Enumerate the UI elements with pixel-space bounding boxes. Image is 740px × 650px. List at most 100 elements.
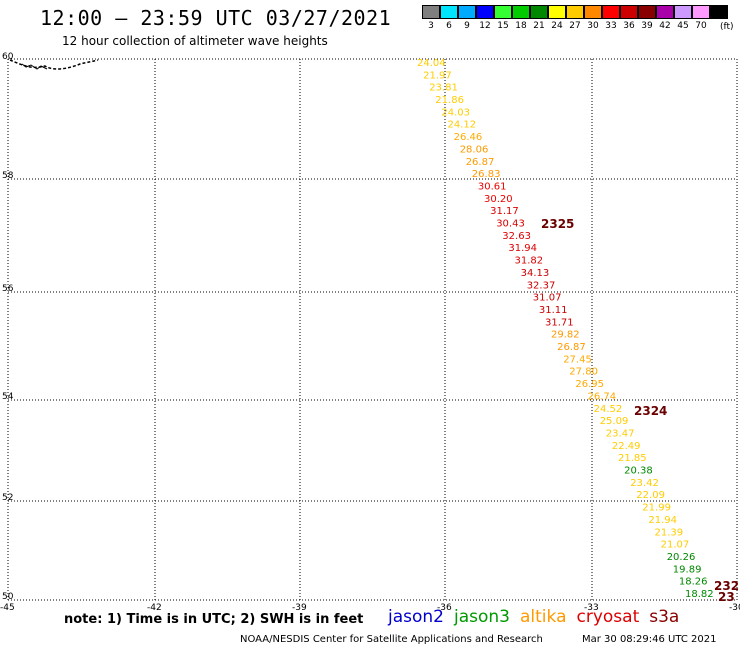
color-swatch — [710, 5, 728, 19]
wave-height-value: 22.09 — [636, 490, 665, 501]
color-swatch-label: 12 — [479, 21, 491, 31]
track-id-label: 2324 — [634, 404, 667, 418]
wave-height-value: 31.71 — [545, 317, 574, 328]
latitude-label: 60 — [2, 52, 14, 62]
wave-height-value: 21.94 — [648, 515, 677, 526]
longitude-label: -39 — [292, 603, 307, 613]
wave-height-value: 31.17 — [490, 206, 519, 217]
color-scale-swatches — [422, 5, 728, 19]
wave-height-value: 24.03 — [441, 107, 470, 118]
color-swatch — [458, 5, 476, 19]
color-scale-legend: 3 6 9 12 15 18 21 24 27 30 33 36 39 42 45 70 (ft) — [422, 5, 734, 32]
satellite-legend-item: cryosat — [576, 607, 640, 627]
wave-height-value: 23.81 — [429, 83, 458, 94]
map-grid — [7, 58, 738, 601]
wave-height-value: 27.45 — [563, 354, 592, 365]
color-swatch — [494, 5, 512, 19]
wave-height-value: 32.63 — [502, 231, 531, 242]
wave-height-value: 26.46 — [454, 132, 483, 143]
color-scale-unit: (ft) — [720, 22, 734, 32]
wave-height-value: 28.06 — [460, 144, 489, 155]
wave-height-value: 23.47 — [606, 429, 635, 440]
wave-height-value: 20.26 — [667, 552, 696, 563]
color-swatch — [548, 5, 566, 19]
wave-height-value: 29.82 — [551, 330, 580, 341]
color-swatch-label: 3 — [428, 21, 434, 31]
wave-height-value: 25.09 — [600, 416, 629, 427]
wave-height-value: 21.85 — [618, 453, 647, 464]
color-swatch-label: 18 — [515, 21, 527, 31]
satellite-legend-item: jason3 — [454, 607, 510, 627]
color-swatch — [674, 5, 692, 19]
wave-height-value: 23.42 — [630, 478, 659, 489]
wave-height-value: 32.37 — [527, 280, 556, 291]
satellite-legend-item: s3a — [649, 607, 680, 627]
longitude-label: -36 — [437, 603, 452, 613]
color-swatch — [566, 5, 584, 19]
satellite-legend-item: altika — [520, 607, 567, 627]
wave-height-value: 24.12 — [448, 120, 477, 131]
color-swatch — [476, 5, 494, 19]
wave-height-value: 24.52 — [594, 404, 623, 415]
color-swatch-label: 21 — [533, 21, 545, 31]
wave-height-value: 26.95 — [575, 379, 604, 390]
color-swatch-label: 6 — [446, 21, 452, 31]
wave-height-value: 31.07 — [533, 293, 562, 304]
color-swatch-label: 45 — [677, 21, 689, 31]
wave-height-value: 26.74 — [588, 391, 617, 402]
longitude-label: -30 — [729, 603, 740, 613]
color-swatch-label: 24 — [551, 21, 563, 31]
wave-height-value: 21.97 — [423, 70, 452, 81]
color-swatch — [656, 5, 674, 19]
latitude-labels: 60 58 56 54 52 50 — [2, 52, 14, 602]
longitude-labels: -45 -42 -39 -36 -33 -30 — [0, 603, 740, 613]
color-swatch-label: 70 — [695, 21, 707, 31]
wave-height-value: 21.07 — [661, 540, 690, 551]
color-swatch — [692, 5, 710, 19]
color-swatch — [512, 5, 530, 19]
wave-height-value: 24.04 — [417, 58, 446, 69]
longitude-label: -33 — [584, 603, 599, 613]
wave-height-value: 18.82 — [685, 589, 714, 600]
wave-height-value: 26.83 — [472, 169, 501, 180]
wave-height-value: 22.49 — [612, 441, 641, 452]
footer-note: note: 1) Time is in UTC; 2) SWH is in fe… — [64, 612, 364, 627]
color-scale-labels: 3 6 9 12 15 18 21 24 27 30 33 36 39 42 45 70 — [422, 19, 728, 31]
wave-height-value: 30.61 — [478, 182, 507, 193]
page-subtitle: 12 hour collection of altimeter wave hei… — [62, 34, 328, 48]
color-swatch-label: 39 — [641, 21, 653, 31]
color-swatch-label: 27 — [569, 21, 581, 31]
longitude-label: -42 — [147, 603, 162, 613]
color-swatch-label: 42 — [659, 21, 671, 31]
wave-height-value: 19.89 — [673, 564, 702, 575]
color-swatch — [584, 5, 602, 19]
coastline — [9, 59, 99, 70]
color-swatch — [602, 5, 620, 19]
latitude-label: 56 — [2, 284, 14, 294]
satellite-legend-item: jason2 — [388, 607, 444, 627]
wave-height-value: 30.43 — [496, 219, 525, 230]
track-id-label: 2325 — [541, 217, 574, 231]
color-swatch-label: 9 — [464, 21, 470, 31]
wave-height-value: 31.82 — [515, 256, 544, 267]
color-swatch — [422, 5, 440, 19]
wave-height-value: 26.87 — [466, 157, 495, 168]
footer-timestamp: Mar 30 08:29:46 UTC 2021 — [582, 634, 717, 645]
wave-height-value: 26.87 — [557, 342, 586, 353]
color-swatch-label: 15 — [497, 21, 509, 31]
wave-height-value: 21.99 — [642, 503, 671, 514]
wave-height-value: 18.26 — [679, 577, 708, 588]
satellite-legend: jason2 jason3 altika cryosat s3a — [388, 607, 679, 627]
wave-height-value: 30.20 — [484, 194, 513, 205]
color-swatch-label: 36 — [623, 21, 635, 31]
color-swatch — [620, 5, 638, 19]
wave-height-value: 20.38 — [624, 466, 653, 477]
longitude-label: -45 — [0, 603, 15, 613]
latitude-label: 50 — [2, 592, 14, 602]
color-swatch — [440, 5, 458, 19]
track-id-label: 23 — [718, 590, 735, 604]
wave-height-value: 31.94 — [508, 243, 537, 254]
wave-height-value: 21.86 — [435, 95, 464, 106]
